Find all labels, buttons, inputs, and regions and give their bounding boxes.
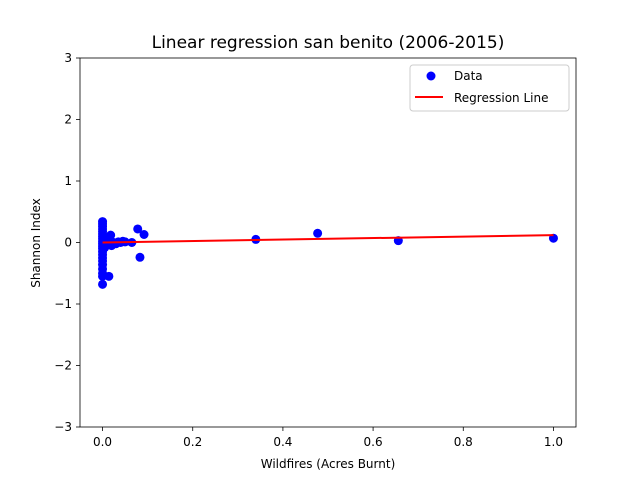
x-tick-label: 0.8 — [454, 435, 473, 449]
legend: Data Regression Line — [409, 64, 570, 112]
y-tick-label: −3 — [54, 420, 72, 434]
y-tick-label: −2 — [54, 359, 72, 373]
y-tick-label: 2 — [64, 113, 72, 127]
y-tick-label: −1 — [54, 297, 72, 311]
x-tick-label: 0.4 — [273, 435, 292, 449]
data-point — [135, 252, 145, 262]
y-axis-label: Shannon Index — [29, 198, 43, 288]
x-axis-label: Wildfires (Acres Burnt) — [261, 457, 396, 471]
y-tick-label: 3 — [64, 51, 72, 65]
legend-data-marker — [426, 71, 436, 81]
x-tick-label: 0.6 — [364, 435, 383, 449]
x-tick-label: 0.0 — [93, 435, 112, 449]
x-tick-label: 0.2 — [183, 435, 202, 449]
legend-regression-label: Regression Line — [454, 91, 548, 105]
legend-data-label: Data — [454, 69, 483, 83]
chart-title: Linear regression san benito (2006-2015) — [152, 33, 505, 53]
legend-box — [409, 64, 570, 112]
y-tick-label: 0 — [64, 236, 72, 250]
data-point — [98, 279, 108, 289]
regression-line — [102, 234, 554, 244]
data-point — [139, 230, 149, 240]
y-tick-label: 1 — [64, 174, 72, 188]
data-point — [133, 224, 143, 234]
axes-frame — [79, 57, 577, 428]
data-point — [104, 271, 114, 281]
data-point — [313, 228, 323, 238]
data-point — [106, 230, 116, 240]
data-point — [98, 271, 108, 281]
plot-area: 0.0 0.2 0.4 0.6 0.8 1.0 −3 −2 −1 0 1 2 3 — [54, 51, 577, 449]
x-tick-label: 1.0 — [544, 435, 563, 449]
